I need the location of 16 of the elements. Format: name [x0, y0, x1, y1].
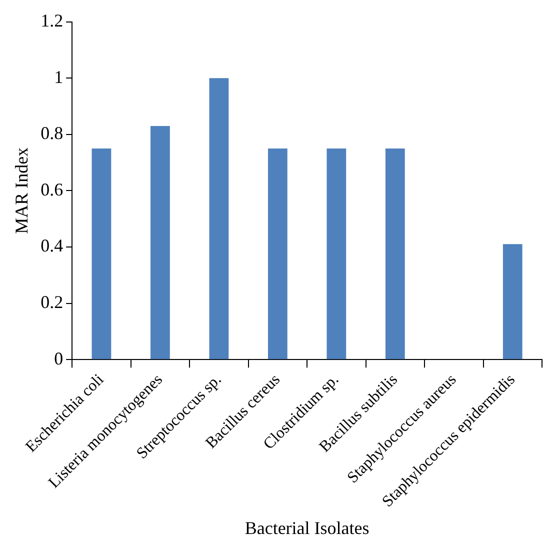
bar — [92, 148, 112, 360]
bar — [326, 148, 346, 360]
y-tick-label: 1 — [54, 66, 64, 87]
y-axis-title: MAR Index — [12, 147, 32, 234]
y-tick-label: 0.4 — [40, 236, 64, 256]
bar — [385, 148, 405, 360]
bar — [150, 126, 170, 360]
bar — [502, 244, 522, 360]
y-tick-label: 0 — [54, 348, 64, 368]
bar — [268, 148, 288, 360]
y-tick-label: 1.2 — [40, 10, 64, 31]
y-tick-label: 0.2 — [40, 292, 64, 312]
bar — [209, 78, 229, 360]
y-tick-label: 0.8 — [40, 123, 64, 144]
x-axis-title: Bacterial Isolates — [244, 518, 370, 538]
y-tick-label: 0.6 — [40, 179, 64, 200]
